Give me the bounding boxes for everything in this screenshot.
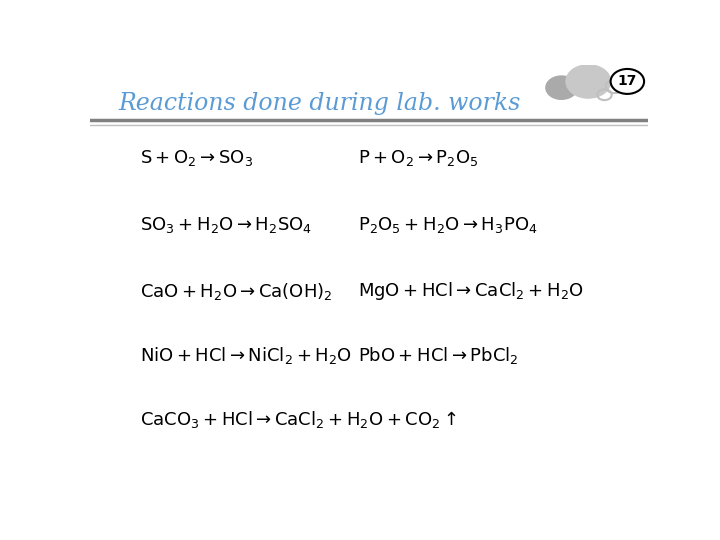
Text: $\mathrm{P_2O_5+H_2O \rightarrow H_3PO_4}$: $\mathrm{P_2O_5+H_2O \rightarrow H_3PO_4…: [358, 215, 538, 235]
Circle shape: [566, 65, 611, 98]
Circle shape: [611, 69, 644, 94]
Text: $\mathrm{CaO+H_2O \rightarrow Ca(OH)_2}$: $\mathrm{CaO+H_2O \rightarrow Ca(OH)_2}$: [140, 281, 333, 302]
Text: $\mathrm{PbO+HCl \rightarrow PbCl_2}$: $\mathrm{PbO+HCl \rightarrow PbCl_2}$: [358, 346, 518, 366]
Text: $\mathrm{SO_3+H_2O \rightarrow H_2SO_4}$: $\mathrm{SO_3+H_2O \rightarrow H_2SO_4}$: [140, 215, 312, 235]
Text: $\mathrm{P+O_2 \rightarrow P_2O_5}$: $\mathrm{P+O_2 \rightarrow P_2O_5}$: [358, 148, 479, 168]
Text: $\mathrm{MgO+HCl \rightarrow CaCl_2+H_2O}$: $\mathrm{MgO+HCl \rightarrow CaCl_2+H_2O…: [358, 280, 584, 302]
Text: $\mathrm{S+O_2 \rightarrow SO_3}$: $\mathrm{S+O_2 \rightarrow SO_3}$: [140, 148, 253, 168]
Text: Reactions done during lab. works: Reactions done during lab. works: [118, 92, 521, 115]
Text: $\mathrm{NiO+HCl \rightarrow NiCl_2+H_2O}$: $\mathrm{NiO+HCl \rightarrow NiCl_2+H_2O…: [140, 346, 352, 366]
Text: $\mathrm{CaCO_3+HCl \rightarrow CaCl_2+H_2O+CO_2\uparrow}$: $\mathrm{CaCO_3+HCl \rightarrow CaCl_2+H…: [140, 409, 457, 429]
Circle shape: [546, 76, 577, 99]
Text: 17: 17: [618, 75, 637, 89]
